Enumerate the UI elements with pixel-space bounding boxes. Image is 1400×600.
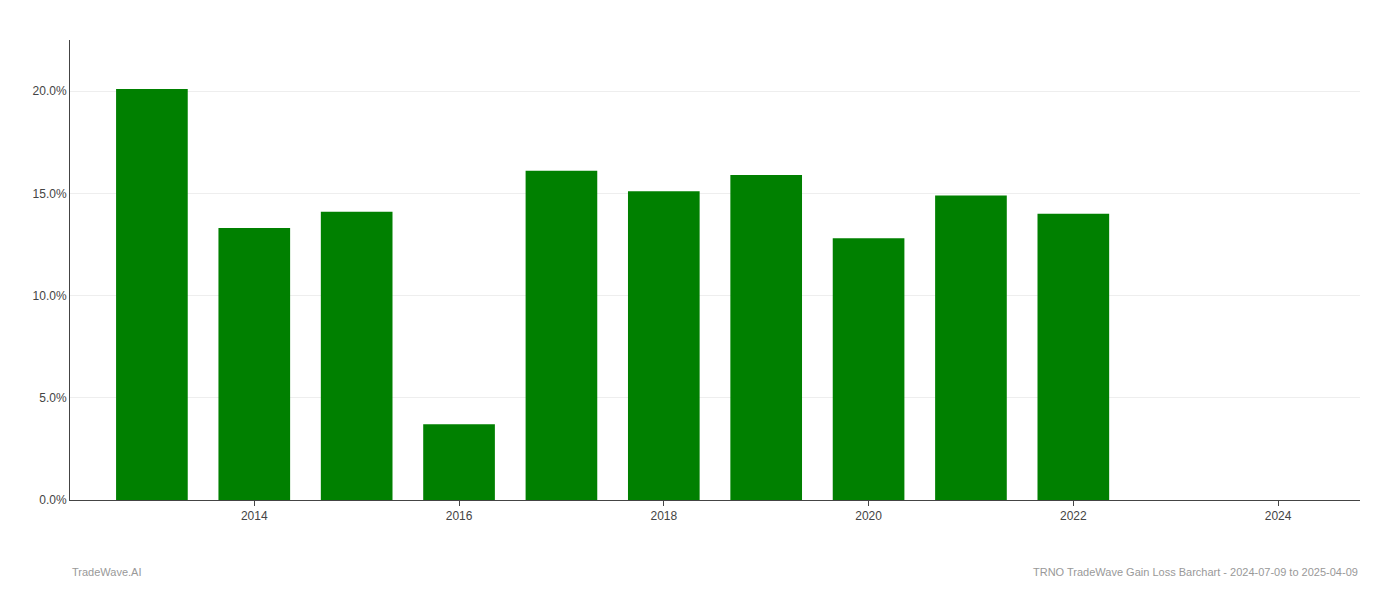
svg-text:0.0%: 0.0% (39, 493, 67, 507)
svg-text:2022: 2022 (1060, 509, 1087, 523)
svg-text:2016: 2016 (446, 509, 473, 523)
svg-text:10.0%: 10.0% (33, 289, 67, 303)
svg-text:2024: 2024 (1265, 509, 1292, 523)
svg-text:2018: 2018 (650, 509, 677, 523)
svg-text:2020: 2020 (855, 509, 882, 523)
svg-text:15.0%: 15.0% (33, 187, 67, 201)
svg-text:20.0%: 20.0% (33, 84, 67, 98)
svg-text:2014: 2014 (241, 509, 268, 523)
svg-text:5.0%: 5.0% (39, 391, 67, 405)
svg-text:TradeWave.AI: TradeWave.AI (72, 566, 142, 578)
svg-text:TRNO TradeWave Gain Loss Barch: TRNO TradeWave Gain Loss Barchart - 2024… (1033, 566, 1358, 578)
